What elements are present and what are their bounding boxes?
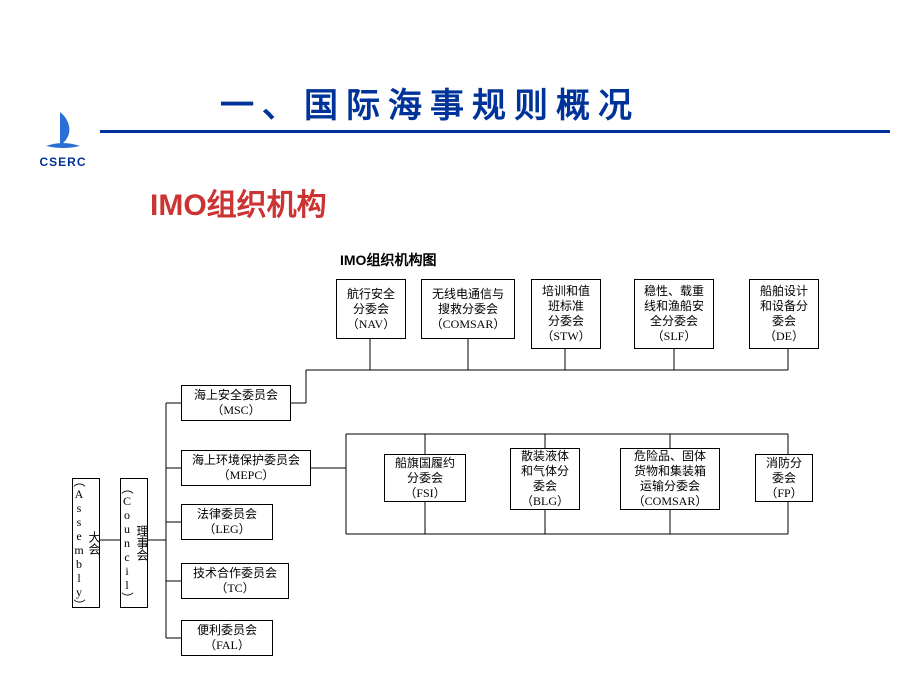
org-node-fal: 便利委员会（FAL）: [181, 620, 273, 656]
org-node-stw: 培训和值 班标准 分委会（STW）: [531, 279, 601, 349]
org-node-code: （MSC）: [211, 403, 260, 418]
title-divider: [100, 130, 890, 133]
org-node-leg: 法律委员会（LEG）: [181, 504, 273, 540]
org-node-comsar: 无线电通信与 搜救分委会（COMSAR）: [421, 279, 515, 339]
org-node-code: （DE）: [764, 329, 804, 344]
logo: CSERC: [28, 110, 98, 169]
org-node-label: 海上环境保护委员会: [192, 453, 300, 468]
org-node-label: 理事会（Council）: [119, 481, 149, 605]
page-title: 一、国际海事规则概况: [220, 78, 640, 127]
org-node-label: 无线电通信与 搜救分委会: [432, 287, 504, 317]
org-node-code: （STW）: [541, 329, 590, 344]
org-node-code: （BLG）: [521, 494, 569, 509]
org-node-code: （FP）: [765, 486, 802, 501]
org-node-label: 海上安全委员会: [194, 388, 278, 403]
org-node-slf: 稳性、载重 线和渔船安 全分委会（SLF）: [634, 279, 714, 349]
org-node-code: （MEPC）: [218, 468, 275, 483]
section-subtitle: IMO组织机构: [150, 180, 327, 224]
org-node-council: 理事会（Council）: [120, 478, 148, 608]
org-node-code: （COMSAR）: [633, 494, 708, 509]
org-node-label: 稳性、载重 线和渔船安 全分委会: [644, 284, 704, 329]
org-node-de: 船舶设计 和设备分 委会（DE）: [749, 279, 819, 349]
org-node-label: 散装液体 和气体分 委会: [521, 449, 569, 494]
org-node-blg: 散装液体 和气体分 委会（BLG）: [510, 448, 580, 510]
org-node-msc: 海上安全委员会（MSC）: [181, 385, 291, 421]
org-node-label: 便利委员会: [197, 623, 257, 638]
org-node-mepc: 海上环境保护委员会（MEPC）: [181, 450, 311, 486]
org-node-tc: 技术合作委员会（TC）: [181, 563, 289, 599]
org-node-code: （FSI）: [404, 486, 445, 501]
org-node-label: 法律委员会: [197, 507, 257, 522]
org-node-code: （SLF）: [652, 329, 697, 344]
chart-title: IMO组织机构图: [340, 250, 436, 270]
org-node-label: 技术合作委员会: [193, 566, 277, 581]
logo-label: CSERC: [28, 155, 98, 169]
sail-icon: [40, 110, 86, 150]
org-node-comsar2: 危险品、固体 货物和集装箱 运输分委会（COMSAR）: [620, 448, 720, 510]
org-node-code: （FAL）: [204, 638, 250, 653]
org-node-fsi: 船旗国履约 分委会（FSI）: [384, 454, 466, 502]
org-node-assembly: 大会（Assembly）: [72, 478, 100, 608]
org-node-code: （COMSAR）: [431, 317, 506, 332]
org-node-code: （NAV）: [347, 317, 395, 332]
org-node-fp: 消防分 委会（FP）: [755, 454, 813, 502]
org-node-label: 航行安全 分委会: [347, 287, 395, 317]
org-node-label: 大会（Assembly）: [71, 475, 101, 611]
org-node-label: 船舶设计 和设备分 委会: [760, 284, 808, 329]
org-node-code: （LEG）: [203, 522, 250, 537]
org-node-label: 危险品、固体 货物和集装箱 运输分委会: [634, 449, 706, 494]
org-node-nav: 航行安全 分委会（NAV）: [336, 279, 406, 339]
org-node-code: （TC）: [215, 581, 254, 596]
org-node-label: 消防分 委会: [766, 456, 802, 486]
org-node-label: 船旗国履约 分委会: [395, 456, 455, 486]
org-node-label: 培训和值 班标准 分委会: [542, 284, 590, 329]
